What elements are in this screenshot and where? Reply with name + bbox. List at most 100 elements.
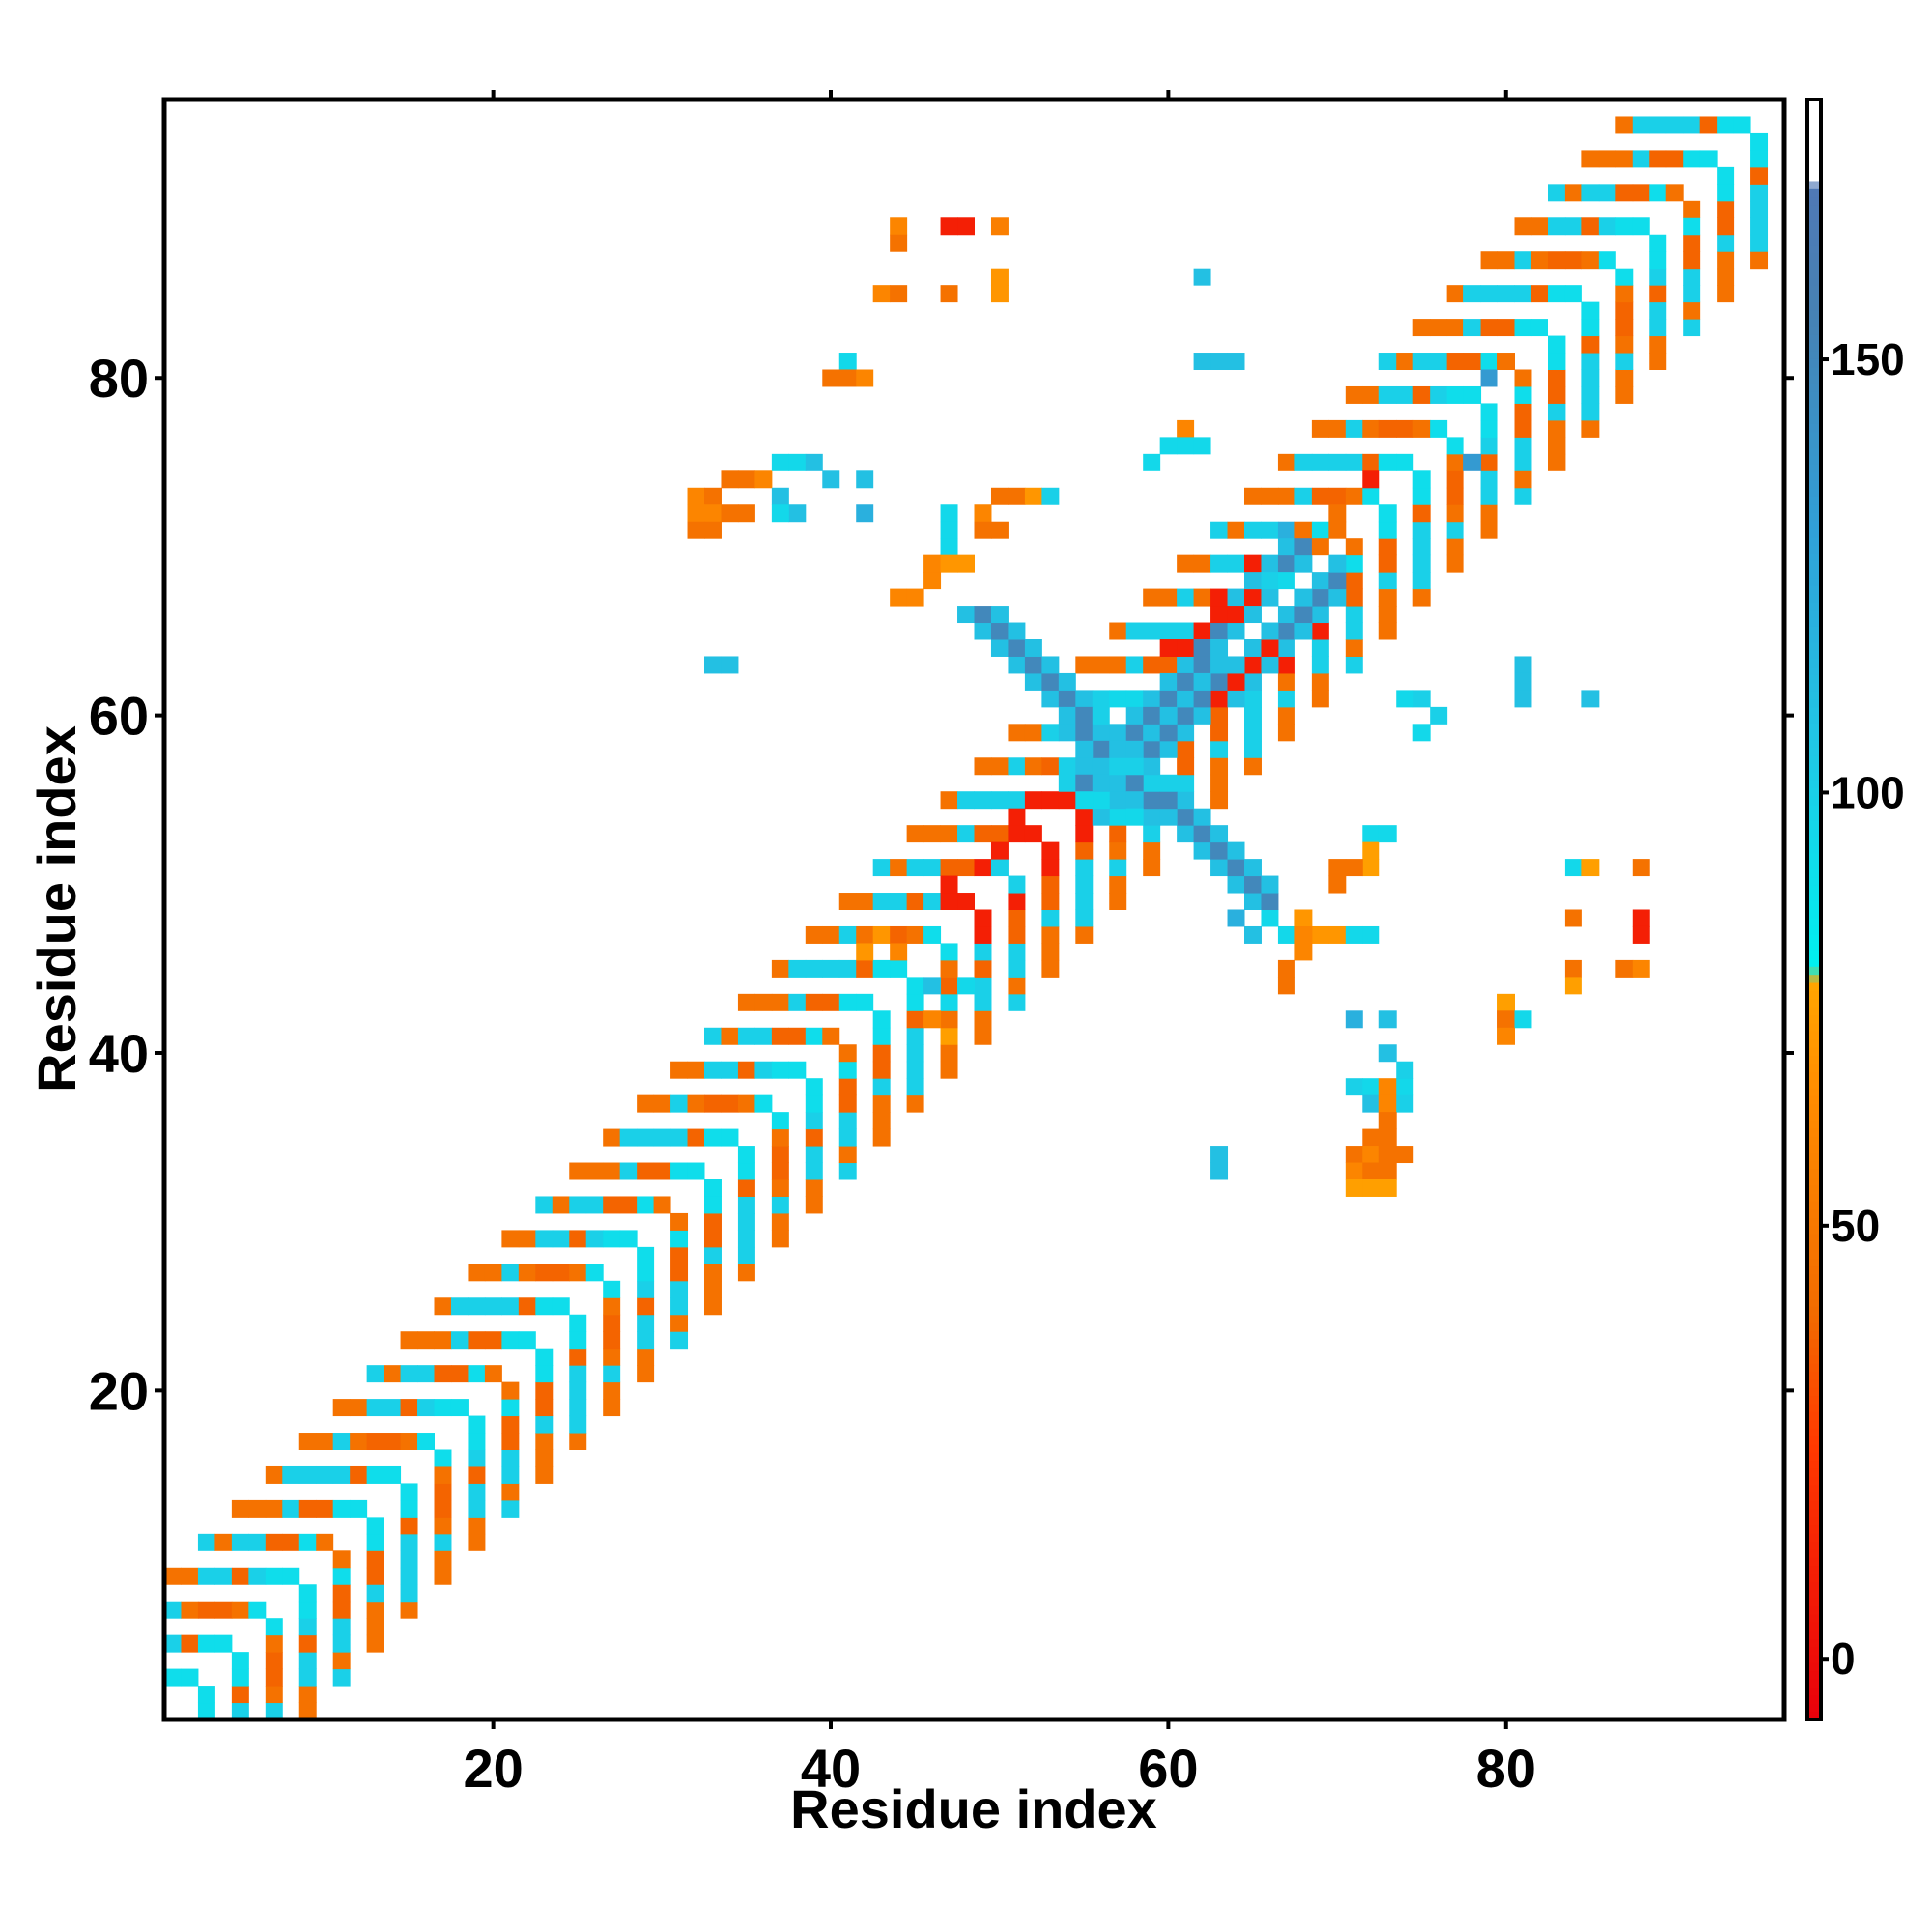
colorbar-segment [1807,601,1821,611]
heatmap-cell [1378,1128,1397,1147]
heatmap-cell [1244,639,1262,657]
heatmap-cell [1311,639,1329,657]
heatmap-cell [1649,150,1667,168]
colorbar-segment [1807,528,1821,538]
heatmap-cell [1024,672,1042,691]
heatmap-cell [1210,841,1229,860]
heatmap-cell [687,1162,705,1180]
x-axis-title: Residue index [790,1778,1157,1839]
heatmap-cell [1683,150,1701,168]
heatmap-cell [1480,403,1498,421]
heatmap-cell [1378,538,1397,556]
heatmap-cell [1193,437,1211,455]
heatmap-cell [1699,150,1718,168]
heatmap-cell [1277,724,1295,742]
heatmap-cell [1092,656,1110,674]
heatmap-cell [1378,1112,1397,1130]
colorbar-segment [1807,99,1821,108]
heatmap-cell [990,285,1009,303]
heatmap-cell [1024,639,1042,657]
heatmap-cell [754,993,773,1011]
heatmap-cell [164,1634,182,1653]
heatmap-cell [1345,1146,1363,1164]
heatmap-cell [890,859,908,877]
colorbar-segment [1807,366,1821,376]
heatmap-cell [1514,487,1532,505]
colorbar-segment [1807,1460,1821,1469]
heatmap-cell [1125,774,1144,792]
heatmap-cell [771,1230,789,1248]
heatmap-cell [1143,622,1161,640]
colorbar-segment [1807,277,1821,287]
heatmap-cell [890,925,908,944]
heatmap-cell [1193,656,1211,674]
heatmap-cell [1075,859,1094,877]
heatmap-cell [1159,588,1178,607]
heatmap-cell [366,1584,384,1603]
heatmap-cell [298,1601,317,1619]
heatmap-cell [856,470,874,489]
heatmap-cell [1649,353,1667,370]
heatmap-cell [1041,656,1060,674]
colorbar-segment [1807,1662,1821,1672]
heatmap-cell [990,606,1009,624]
colorbar-frame [1805,98,1823,1721]
heatmap-cell [569,1381,587,1400]
heatmap-cell [974,757,992,776]
heatmap-cell [1041,487,1060,505]
heatmap-cell [974,859,992,877]
heatmap-cell [940,893,958,910]
heatmap-cell [384,1433,402,1450]
heatmap-cell [1024,487,1042,505]
heatmap-cell [1041,859,1060,877]
heatmap-cell [1109,690,1127,708]
heatmap-cell [1294,487,1313,505]
heatmap-cell [1092,757,1110,776]
heatmap-cell [468,1264,486,1282]
heatmap-cell [1446,470,1464,489]
heatmap-cell [737,470,755,489]
heatmap-cell [1311,606,1329,624]
heatmap-cell [1463,453,1482,471]
heatmap-cell [1446,504,1464,523]
heatmap-cell [1311,672,1329,691]
heatmap-cell [1564,959,1582,978]
heatmap-cell [1244,690,1262,708]
heatmap-cell [1177,791,1195,810]
heatmap-cell [434,1499,452,1518]
colorbar-segment [1807,925,1821,935]
heatmap-cell [1244,521,1262,539]
heatmap-cell [1109,841,1127,860]
heatmap-cell [1311,419,1329,438]
heatmap-cell [1430,385,1448,404]
heatmap-cell [1412,385,1431,404]
colorbar-segment [1807,553,1821,562]
colorbar-segment [1807,1314,1821,1323]
heatmap-cell [1159,774,1178,792]
heatmap-cell [434,1399,452,1417]
heatmap-cell [366,1533,384,1551]
heatmap-cell [1378,1162,1397,1180]
heatmap-cell [384,1365,402,1383]
heatmap-cell [940,859,958,877]
heatmap-cell [1311,588,1329,607]
heatmap-cell [265,1533,283,1551]
heatmap-cell [974,1027,992,1045]
heatmap-cell [1227,690,1245,708]
heatmap-cell [1024,757,1042,776]
heatmap-cell [1193,554,1211,573]
heatmap-cell [1177,656,1195,674]
heatmap-cell [1227,656,1245,674]
heatmap-cell [569,1399,587,1417]
heatmap-cell [1277,487,1295,505]
heatmap-cell [1177,706,1195,724]
colorbar-segment [1807,488,1821,497]
heatmap-cell [366,1634,384,1653]
heatmap-cell [923,859,942,877]
heatmap-cell [1294,925,1313,944]
heatmap-cell [265,1618,283,1636]
heatmap-cell [906,1061,924,1079]
heatmap-cell [923,572,942,590]
heatmap-cell [1480,437,1498,455]
heatmap-cell [1717,200,1735,218]
